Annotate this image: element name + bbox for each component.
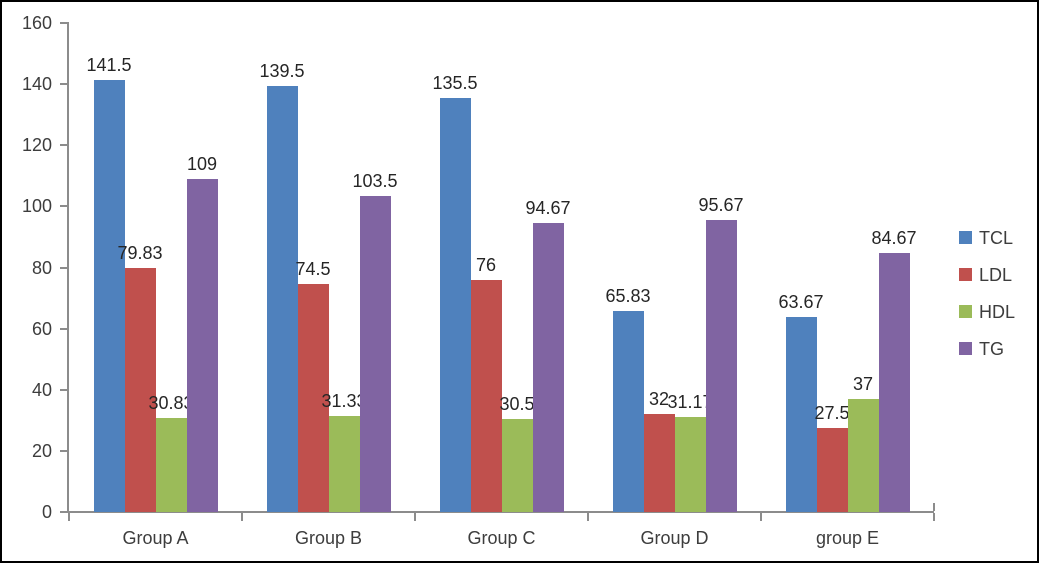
bar-ldl-1 (297, 284, 329, 512)
legend-item-hdl: HDL (959, 293, 1015, 330)
bar-value-label: 31.33 (321, 391, 367, 412)
y-tick-mark (60, 83, 69, 86)
bar-value-label: 27.5 (814, 402, 850, 423)
legend-label-tcl: TCL (979, 227, 1014, 248)
bar-tcl-1 (266, 85, 298, 512)
bar-value-label: 103.5 (352, 170, 398, 191)
bar-value-label: 109 (186, 153, 218, 174)
legend-item-tcl: TCL (959, 219, 1015, 256)
bar-value-label: 94.67 (525, 197, 571, 218)
bar-ldl-2 (470, 279, 502, 512)
legend-label-ldl: LDL (979, 264, 1013, 285)
bar-hdl-1 (328, 416, 360, 512)
bar-hdl-2 (501, 418, 533, 512)
bar-value-label: 95.67 (698, 194, 744, 215)
bar-value-label: 139.5 (259, 60, 305, 81)
y-tick-mark (60, 22, 69, 24)
bar-hdl-0 (155, 417, 187, 512)
bar-value-label: 84.67 (871, 228, 917, 249)
x-tick-mark (933, 513, 935, 521)
x-category-label: group E (815, 528, 880, 548)
bar-value-label: 30.5 (499, 393, 535, 414)
y-tick-label: 140 (21, 74, 52, 95)
bar-value-label: 37 (852, 373, 874, 394)
y-tick-label: 120 (21, 135, 52, 156)
x-tick-mark (587, 513, 589, 521)
bar-value-label: 31.17 (667, 391, 713, 412)
x-category-label: Group B (294, 528, 363, 548)
tcl-swatch-icon (959, 231, 972, 244)
bar-value-label: 79.83 (117, 243, 163, 264)
ldl-swatch-icon (959, 268, 972, 281)
bar-hdl-4 (847, 398, 879, 512)
x-axis-end-tick-mark (933, 503, 935, 511)
hdl-swatch-icon (959, 305, 972, 318)
bar-value-label: 76 (475, 254, 497, 275)
y-tick-label: 20 (31, 440, 52, 461)
bar-tcl-0 (93, 79, 125, 512)
x-tick-mark (68, 513, 70, 521)
bar-value-label: 135.5 (432, 72, 478, 93)
bar-value-label: 65.83 (605, 285, 651, 306)
bar-value-label: 32 (648, 389, 670, 410)
x-category-label: Group C (467, 528, 536, 548)
y-tick-mark (60, 449, 69, 452)
y-tick-mark (60, 144, 69, 147)
x-tick-mark (241, 513, 243, 521)
x-tick-mark (414, 513, 416, 521)
y-tick-label: 100 (21, 196, 52, 217)
y-tick-label: 80 (31, 257, 52, 278)
bar-value-label: 63.67 (778, 292, 824, 313)
x-axis (69, 511, 934, 513)
x-category-label: Group D (640, 528, 709, 548)
bar-value-label: 74.5 (295, 259, 331, 280)
bar-ldl-3 (643, 414, 675, 512)
y-tick-label: 160 (21, 13, 52, 33)
bar-hdl-3 (674, 416, 706, 512)
y-tick-mark (60, 205, 69, 208)
bar-tg-2 (532, 222, 564, 512)
x-tick-mark (760, 513, 762, 521)
bar-tg-4 (878, 253, 910, 512)
bar-value-label: 141.5 (86, 54, 132, 75)
bar-tcl-4 (785, 317, 817, 512)
y-tick-mark (60, 511, 69, 513)
legend-label-hdl: HDL (979, 301, 1016, 322)
legend-item-ldl: LDL (959, 256, 1015, 293)
legend-label-tg: TG (979, 338, 1004, 359)
bar-tcl-2 (439, 97, 471, 512)
bar-tg-1 (359, 195, 391, 512)
y-tick-mark (60, 266, 69, 269)
y-tick-label: 60 (31, 318, 52, 339)
bar-tcl-3 (612, 310, 644, 512)
bar-tg-3 (705, 219, 737, 512)
y-tick-label: 0 (41, 502, 52, 522)
y-tick-mark (60, 327, 69, 330)
bar-ldl-4 (816, 427, 848, 512)
legend: TCL LDL HDL TG (959, 219, 1015, 367)
x-category-label: Group A (122, 528, 189, 548)
legend-item-tg: TG (959, 330, 1015, 367)
y-tick-mark (60, 388, 69, 391)
bar-tg-0 (186, 178, 218, 512)
y-tick-label: 40 (31, 379, 52, 400)
tg-swatch-icon (959, 342, 972, 355)
bar-ldl-0 (124, 268, 156, 512)
bar-value-label: 30.83 (148, 392, 194, 413)
